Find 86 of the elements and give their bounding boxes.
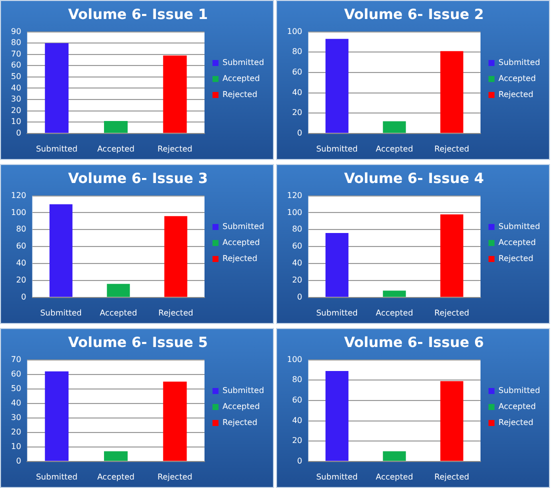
legend-label: Rejected (498, 90, 534, 100)
y-tick-label: 10 (10, 117, 22, 126)
y-tick-label: 20 (10, 427, 22, 436)
y-tick-label: 20 (292, 108, 302, 118)
legend-label: Accepted (498, 402, 536, 412)
x-tick-label: Rejected (158, 472, 192, 482)
legend-label: Accepted (498, 238, 536, 248)
x-tick-label: Accepted (97, 472, 134, 482)
y-tick-label: 40 (292, 416, 302, 425)
x-tick-label: Rejected (434, 472, 470, 482)
legend-label: Submitted (498, 222, 540, 232)
y-tick-label: 20 (292, 276, 302, 285)
chart-title: Volume 6- Issue 3 (68, 171, 208, 188)
y-tick-label: 120 (286, 190, 302, 200)
y-tick-label: 100 (286, 354, 302, 364)
legend-label: Submitted (222, 386, 264, 396)
x-tick-label: Accepted (376, 308, 414, 318)
x-tick-label: Submitted (316, 472, 358, 482)
legend-label: Rejected (498, 254, 534, 264)
y-tick-label: 20 (292, 436, 302, 446)
y-tick-label: 20 (16, 276, 26, 285)
y-tick-label: 20 (10, 106, 22, 115)
y-tick-label: 80 (292, 224, 302, 234)
y-tick-label: 40 (16, 258, 26, 268)
y-tick-label: 0 (297, 456, 302, 466)
y-tick-label: 30 (10, 412, 22, 422)
y-tick-label: 70 (10, 49, 22, 58)
legend-label: Accepted (498, 74, 536, 84)
y-tick-label: 100 (10, 208, 26, 217)
y-tick-label: 60 (16, 242, 26, 251)
y-tick-label: 50 (10, 72, 22, 82)
chart-title: Volume 6- Issue 4 (344, 171, 484, 188)
y-tick-label: 40 (10, 398, 22, 408)
x-tick-label: Submitted (316, 308, 358, 318)
y-tick-label: 50 (10, 384, 22, 393)
y-tick-label: 0 (297, 128, 302, 138)
y-tick-label: 0 (16, 456, 22, 466)
y-tick-label: 60 (292, 396, 302, 405)
y-tick-label: 90 (10, 26, 22, 36)
x-tick-label: Submitted (36, 144, 78, 154)
y-tick-label: 60 (292, 242, 302, 251)
y-tick-label: 60 (10, 369, 22, 378)
x-tick-label: Accepted (97, 144, 134, 154)
legend-label: Accepted (222, 74, 260, 84)
y-tick-label: 100 (286, 26, 302, 36)
y-tick-label: 70 (10, 354, 22, 364)
y-tick-label: 40 (292, 88, 302, 97)
x-tick-label: Rejected (434, 144, 470, 154)
chart-title: Volume 6- Issue 2 (344, 7, 484, 24)
chart-title: Volume 6- Issue 5 (68, 335, 208, 352)
legend-label: Accepted (222, 402, 260, 412)
x-tick-label: Accepted (376, 144, 414, 154)
legend-label: Rejected (222, 254, 258, 264)
y-tick-label: 80 (10, 38, 22, 48)
x-tick-label: Rejected (434, 308, 470, 318)
chart-title: Volume 6- Issue 6 (344, 335, 484, 352)
legend-label: Submitted (222, 222, 264, 232)
x-tick-label: Submitted (36, 472, 78, 482)
y-tick-label: 40 (10, 83, 22, 92)
y-tick-label: 80 (292, 375, 302, 384)
y-tick-label: 100 (286, 208, 302, 217)
y-tick-label: 10 (10, 442, 22, 451)
y-tick-label: 60 (10, 60, 22, 70)
y-tick-label: 120 (10, 190, 26, 200)
y-tick-label: 0 (297, 292, 302, 302)
x-tick-label: Submitted (316, 144, 358, 154)
y-tick-label: 40 (292, 258, 302, 268)
y-tick-label: 80 (292, 47, 302, 56)
x-tick-label: Accepted (376, 472, 414, 482)
y-tick-label: 0 (16, 128, 22, 138)
legend-label: Rejected (222, 90, 258, 100)
y-tick-label: 30 (10, 94, 22, 104)
legend-label: Submitted (498, 58, 540, 68)
legend-label: Submitted (498, 386, 540, 396)
y-tick-label: 0 (21, 292, 26, 302)
legend-label: Accepted (222, 238, 260, 248)
x-tick-label: Accepted (100, 308, 138, 318)
x-tick-label: Rejected (158, 308, 194, 318)
x-tick-label: Submitted (40, 308, 82, 318)
x-tick-label: Rejected (158, 144, 192, 154)
y-tick-label: 60 (292, 68, 302, 77)
legend-label: Rejected (498, 418, 534, 428)
legend-label: Rejected (222, 418, 258, 428)
chart-title: Volume 6- Issue 1 (68, 7, 208, 24)
legend-label: Submitted (222, 58, 264, 68)
y-tick-label: 80 (16, 224, 26, 234)
